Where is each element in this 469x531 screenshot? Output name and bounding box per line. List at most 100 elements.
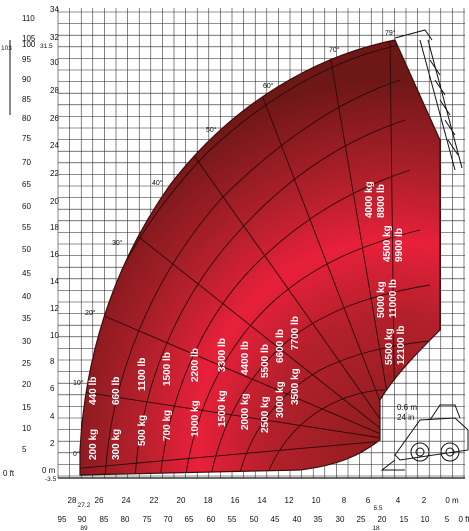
ft-tick-label: 10 xyxy=(22,424,31,433)
load-label: 200 kg 440 lb xyxy=(88,377,99,460)
angle-label: 10° xyxy=(73,379,84,387)
boom-max-elevation xyxy=(394,29,463,171)
m-tick-label: 6 xyxy=(50,384,55,393)
bottom-ft-tick: 45 xyxy=(271,515,280,524)
angle-label: 0° xyxy=(73,450,80,458)
m-tick-label: 22 xyxy=(50,169,59,178)
load-kg: 500 kg xyxy=(137,415,148,446)
ft-tick-label: 90 xyxy=(22,75,31,84)
angle-label: 20° xyxy=(85,309,96,317)
bottom-m-tick: 4 xyxy=(396,496,401,505)
ft-tick-label: 100 xyxy=(22,40,36,49)
ft-tick-label: 40 xyxy=(22,292,31,301)
load-label: 5500 kg 12100 lb xyxy=(384,326,407,365)
bottom-ft-tick: 20 xyxy=(378,515,387,524)
load-lb: 7700 lb xyxy=(290,316,301,350)
ft-tick-label: 50 xyxy=(22,245,31,254)
ft-tick-label: 65 xyxy=(22,180,31,189)
bottom-ft-tick: 25 xyxy=(357,515,366,524)
ft-tick-label: 5 xyxy=(22,445,27,454)
bottom-ft-tick: 55 xyxy=(228,515,237,524)
ft-tick-label: 80 xyxy=(22,114,31,123)
load-kg: 2000 kg xyxy=(240,393,251,430)
bottom-m-tick: 5.5 xyxy=(373,505,382,512)
ft-tick-label: 20 xyxy=(22,380,31,389)
bottom-m-tick: 26 xyxy=(95,496,104,505)
load-lb: 11000 lb xyxy=(388,279,399,318)
load-kg: 3000 kg xyxy=(275,381,286,418)
load-lb: 12100 lb xyxy=(396,326,407,365)
angle-label: 40° xyxy=(152,179,163,187)
load-kg: 4000 kg xyxy=(364,181,375,218)
angle-label: 30° xyxy=(112,239,123,247)
bottom-m-tick: 22 xyxy=(150,496,159,505)
m-tick-label: 18 xyxy=(50,223,59,232)
ft-tick-label: 15 xyxy=(22,403,31,412)
ft-tick-label: 105 xyxy=(22,34,36,43)
load-label: 1000 kg 2200 lb xyxy=(190,348,201,437)
m-tick-label: 34 xyxy=(50,5,59,14)
load-kg: 700 kg xyxy=(162,410,173,441)
load-lb: 4400 lb xyxy=(240,341,251,375)
load-kg: 1500 kg xyxy=(217,390,228,427)
telehandler-machine xyxy=(380,404,469,471)
m-tick-label: 16 xyxy=(50,250,59,259)
load-lb: 3300 lb xyxy=(217,338,228,372)
m-tick-label: 8 xyxy=(50,357,55,366)
m-tick-label: 4 xyxy=(50,412,55,421)
bottom-m-tick: 20 xyxy=(177,496,186,505)
bottom-m-tick: 6 xyxy=(366,496,371,505)
bottom-m-tick: 28 xyxy=(68,496,77,505)
ft-tick-label: 70 xyxy=(22,158,31,167)
load-kg: 2500 kg xyxy=(260,396,271,433)
load-lb: 9900 lb xyxy=(394,228,405,262)
load-lb: 6600 lb xyxy=(275,329,286,363)
bottom-ft-tick: 89 xyxy=(80,525,88,531)
load-label: 4500 kg 9900 lb xyxy=(382,225,405,262)
bottom-m-tick: 18 xyxy=(204,496,213,505)
angle-label: 60° xyxy=(263,82,274,90)
load-label: 500 kg 1100 lb xyxy=(137,358,148,446)
load-lb: 660 lb xyxy=(111,377,122,405)
bottom-m-tick: 16 xyxy=(231,496,240,505)
load-kg: 300 kg xyxy=(111,429,122,460)
ft-tick-label: 45 xyxy=(22,269,31,278)
bottom-ft-tick: 60 xyxy=(207,515,216,524)
load-label: 1500 kg 3300 lb xyxy=(217,338,228,427)
m-tick-label: 24 xyxy=(50,141,59,150)
load-kg: 5500 kg xyxy=(384,328,395,365)
load-kg: 200 kg xyxy=(88,429,99,460)
bottom-ft-tick: 18 xyxy=(372,525,380,531)
load-label: 5000 kg 11000 lb xyxy=(376,279,399,318)
load-lb: 2200 lb xyxy=(190,348,201,382)
bottom-m-tick: 24 xyxy=(122,496,131,505)
load-lb: 1500 lb xyxy=(162,352,173,386)
load-label: 2500 kg 5500 lb xyxy=(260,344,271,433)
m-tick-label: 14 xyxy=(50,277,59,286)
load-label: 3000 kg 6600 lb xyxy=(275,329,286,418)
bottom-ft-tick: 95 xyxy=(58,515,67,524)
load-lb: 8800 lb xyxy=(376,184,387,218)
m-tick-label: -3.5 xyxy=(45,476,57,483)
ft-tick-label: 110 xyxy=(22,14,35,23)
bottom-ft-tick: 30 xyxy=(336,515,345,524)
angle-label: 70° xyxy=(329,46,340,54)
bottom-m-tick: 2 xyxy=(422,496,427,505)
ft-tick-label: 103 xyxy=(1,45,12,52)
bottom-ft-tick: 90 xyxy=(78,515,87,524)
ft-tick-label: 95 xyxy=(22,55,31,64)
bottom-ft-tick: 75 xyxy=(143,515,152,524)
bottom-ft-tick: 5 xyxy=(445,515,450,524)
angle-label: 50° xyxy=(206,126,217,134)
m-tick-label: 12 xyxy=(50,304,59,313)
load-label: 300 kg 660 lb xyxy=(111,377,122,460)
zone-contours xyxy=(80,40,440,475)
bottom-ft-tick: 10 xyxy=(421,515,430,524)
bottom-m-tick: 0 m xyxy=(445,496,459,505)
ft-tick-label: 35 xyxy=(22,314,31,323)
load-kg: 4500 kg xyxy=(382,225,393,262)
load-capacity-labels: 200 kg 440 lb 300 kg 660 lb 500 kg 1100 lb 700… xyxy=(88,181,407,460)
ft-tick-label: 25 xyxy=(22,359,31,368)
load-label: 3500 kg 7700 lb xyxy=(290,316,301,405)
